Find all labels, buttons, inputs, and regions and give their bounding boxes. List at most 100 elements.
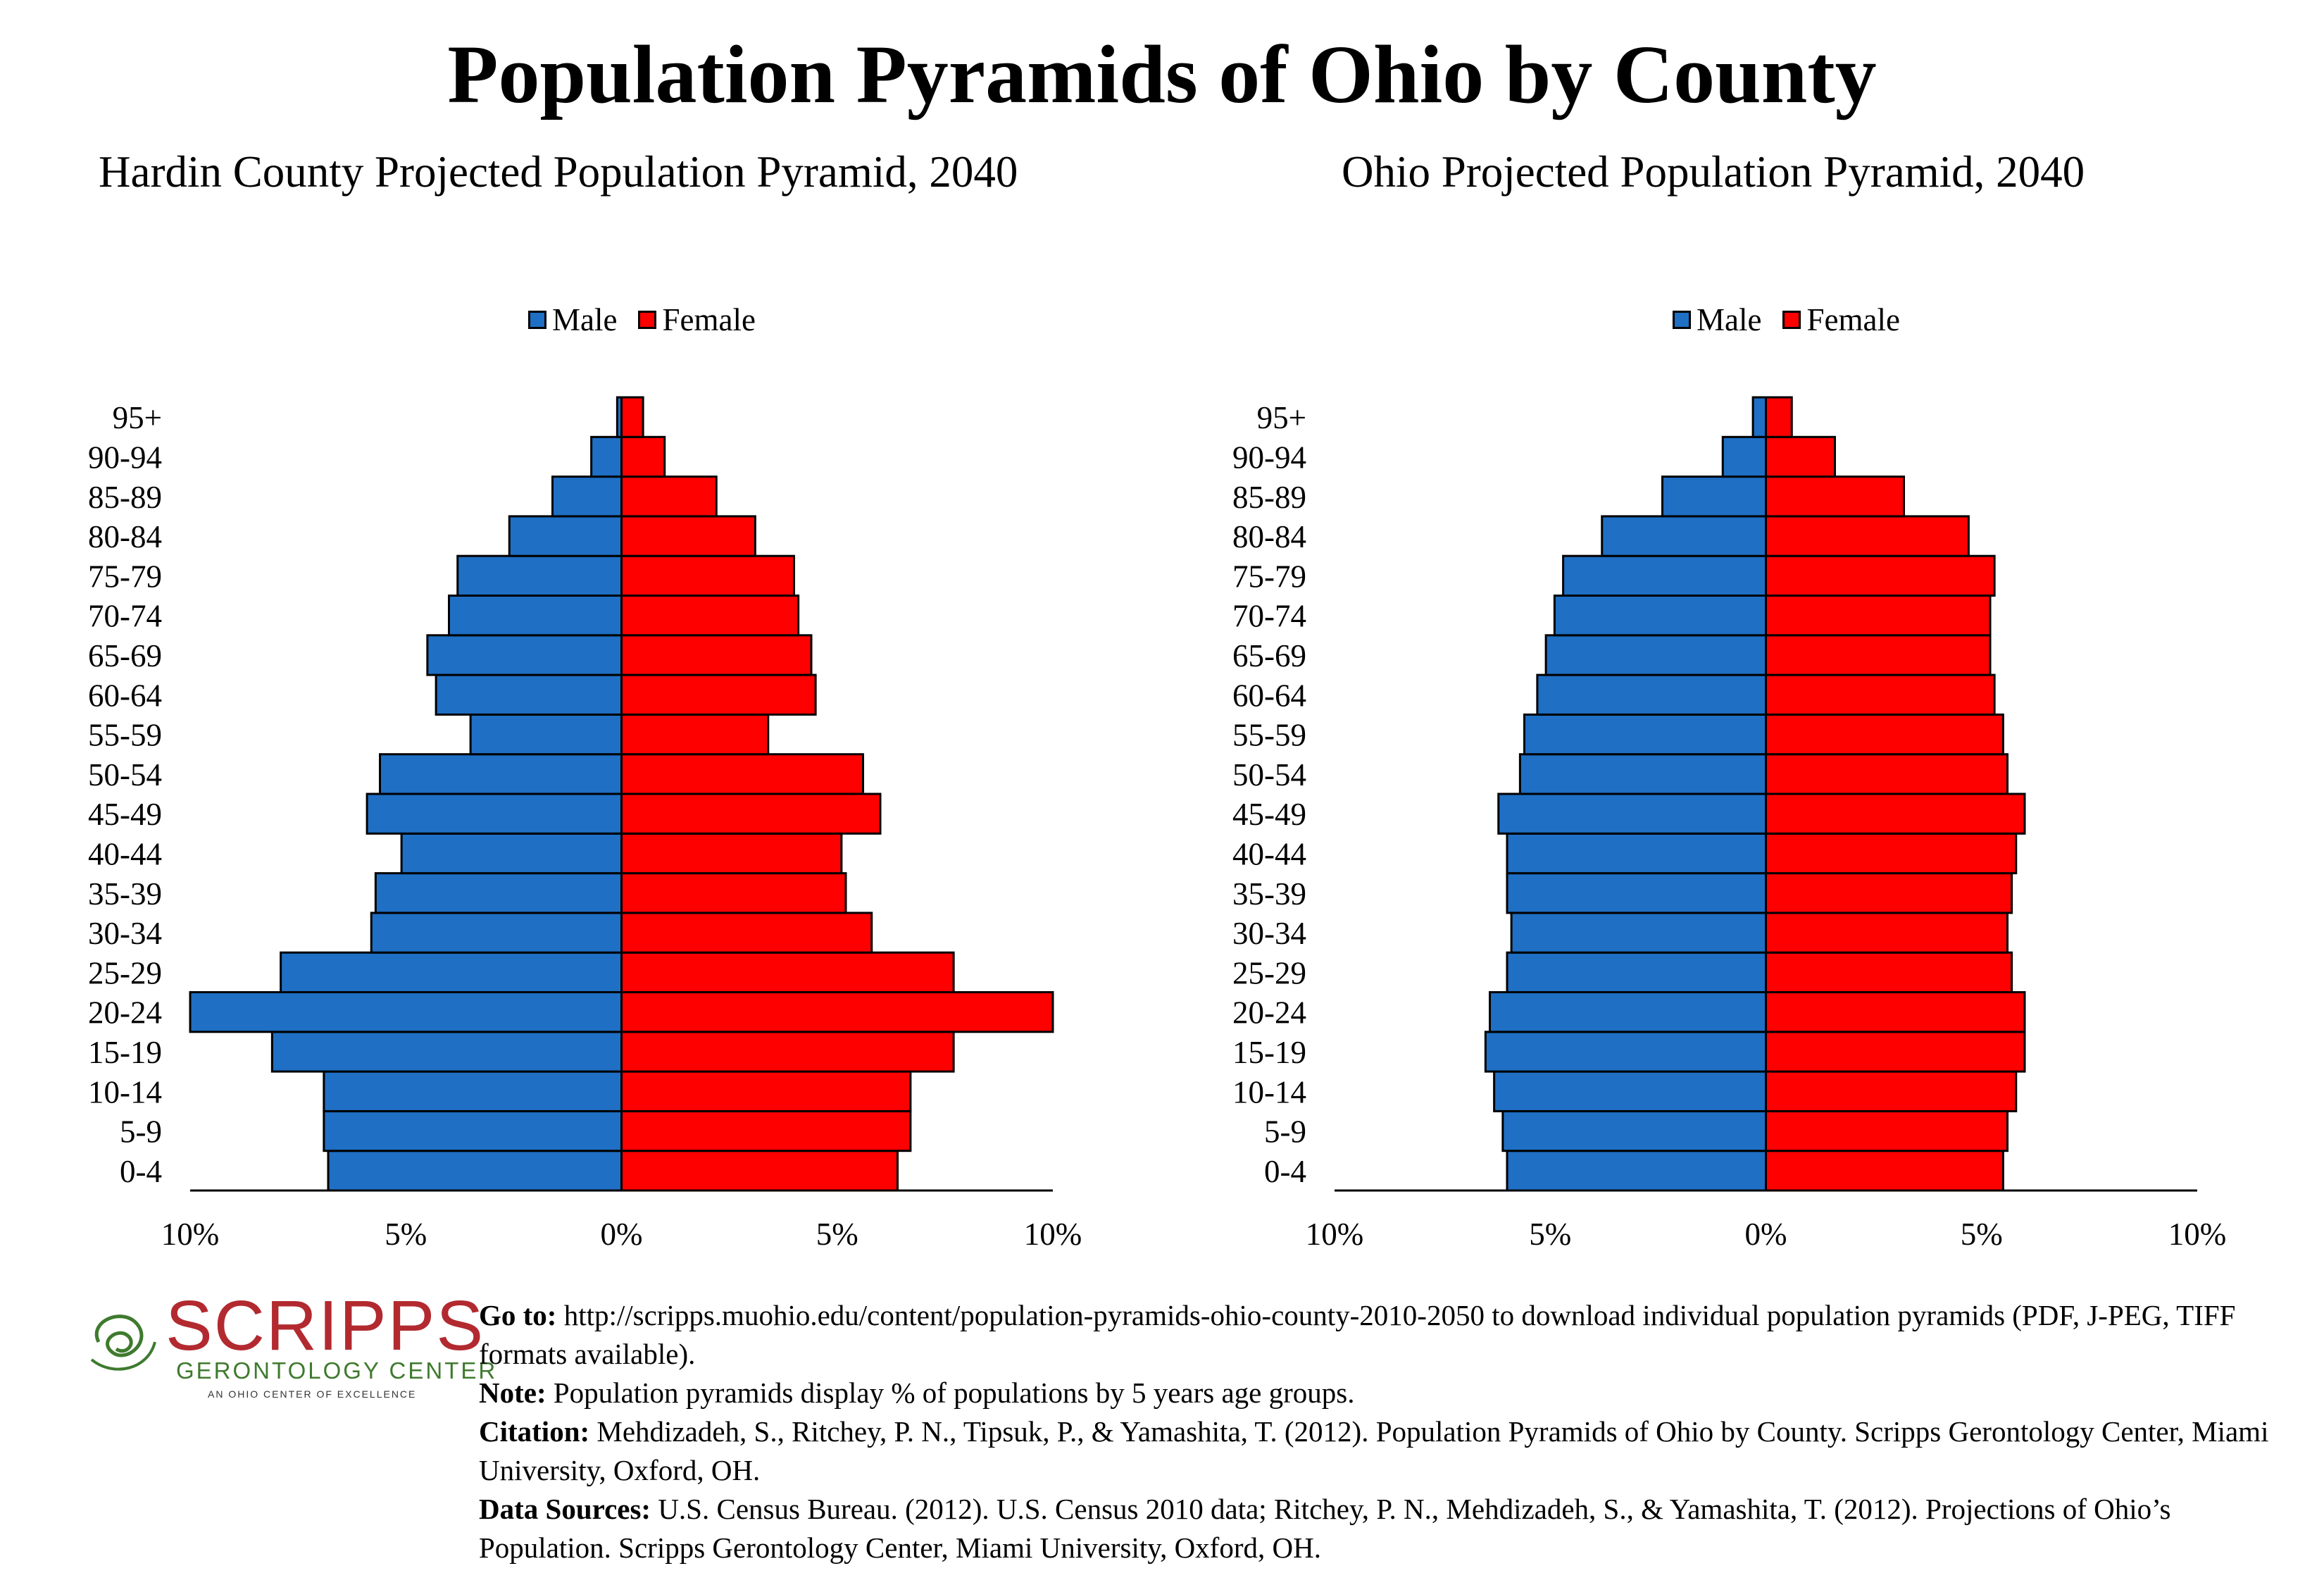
bar-female-45-49 [620, 792, 882, 835]
legend-label-female: Female [662, 302, 756, 337]
age-label: 85-89 [1232, 480, 1306, 515]
bar-female-0-4 [620, 1150, 899, 1192]
age-label: 80-84 [88, 519, 162, 554]
bar-male-0-4 [327, 1150, 623, 1192]
bar-female-30-34 [620, 912, 873, 954]
bar-female-55-59 [1765, 713, 2004, 756]
note-citation: Citation: Mehdizadeh, S., Ritchey, P. N.… [479, 1412, 2303, 1490]
bar-female-20-24 [620, 991, 1054, 1033]
note-sources: Data Sources: U.S. Census Bureau. (2012)… [479, 1490, 2303, 1567]
bar-male-5-9 [323, 1110, 623, 1152]
bar-female-70-74 [620, 595, 800, 637]
bar-male-50-54 [379, 753, 623, 795]
bar-male-60-64 [435, 673, 623, 716]
note-goto-label: Go to: [479, 1299, 557, 1331]
age-label: 60-64 [1232, 678, 1306, 713]
bar-male-60-64 [1536, 673, 1767, 716]
bar-female-10-14 [1765, 1070, 2018, 1112]
bar-female-50-54 [620, 753, 864, 795]
bar-male-45-49 [366, 792, 623, 835]
age-label: 90-94 [1232, 440, 1306, 475]
bar-female-20-24 [1765, 991, 2026, 1033]
bar-female-10-14 [620, 1070, 912, 1112]
age-label: 45-49 [1232, 797, 1306, 832]
age-label: 70-74 [1232, 599, 1306, 634]
age-label: 10-14 [1232, 1074, 1306, 1110]
ohio-pyramid-chart: 0-4 5-9 10-14 15-19 20-24 25-29 30-34 35-39 40-4… [1232, 396, 2226, 1252]
note-main: Note: Population pyramids display % of p… [479, 1374, 2303, 1412]
legend-hardin: Male Female [528, 302, 777, 338]
bar-female-40-44 [620, 832, 843, 875]
bar-male-50-54 [1518, 753, 1767, 795]
bar-male-45-49 [1497, 792, 1767, 835]
bar-male-70-74 [448, 595, 623, 637]
age-label: 95+ [113, 400, 162, 435]
age-label: 45-49 [88, 797, 162, 832]
bar-female-50-54 [1765, 753, 2008, 795]
age-label: 10-14 [88, 1074, 162, 1110]
bar-female-75-79 [620, 554, 795, 597]
chart-title-ohio: Ohio Projected Population Pyramid, 2040 [1342, 147, 2085, 197]
x-tick-label: 5% [1529, 1217, 1571, 1252]
hardin-pyramid-chart: 0-4 5-9 10-14 15-19 20-24 25-29 30-34 35-39 40-4… [88, 396, 1082, 1252]
bar-female-85-89 [620, 476, 718, 518]
age-label: 15-19 [1232, 1035, 1306, 1070]
bar-female-15-19 [620, 1031, 955, 1073]
footer-notes: Go to: http://scripps.muohio.edu/content… [479, 1296, 2303, 1567]
age-label: 95+ [1257, 400, 1306, 435]
age-label: 40-44 [88, 836, 162, 871]
age-label: 65-69 [88, 638, 162, 673]
bar-male-15-19 [270, 1031, 623, 1073]
age-label: 50-54 [1232, 757, 1306, 792]
note-goto: Go to: http://scripps.muohio.edu/content… [479, 1296, 2303, 1374]
age-label: 60-64 [88, 678, 162, 713]
bar-male-30-34 [370, 912, 623, 954]
bar-male-20-24 [189, 991, 623, 1033]
age-label: 15-19 [88, 1035, 162, 1070]
citation-text: Mehdizadeh, S., Ritchey, P. N., Tipsuk, … [479, 1415, 2269, 1486]
x-tick-label: 5% [816, 1217, 858, 1252]
x-tick-label: 10% [1306, 1217, 1364, 1252]
bar-male-90-94 [590, 435, 623, 478]
bar-female-5-9 [620, 1110, 912, 1152]
bar-male-80-84 [1601, 515, 1767, 557]
age-label: 35-39 [88, 876, 162, 912]
age-label: 35-39 [1232, 876, 1306, 912]
bar-male-40-44 [1506, 832, 1767, 875]
bar-male-35-39 [1506, 872, 1767, 914]
bar-male-15-19 [1484, 1031, 1767, 1073]
age-label: 55-59 [1232, 718, 1306, 753]
citation-label: Citation: [479, 1415, 590, 1448]
bar-male-35-39 [374, 872, 623, 914]
bar-female-90-94 [1765, 435, 1836, 478]
legend-label-female: Female [1806, 302, 1900, 337]
age-label: 85-89 [88, 480, 162, 515]
bar-male-55-59 [469, 713, 623, 756]
age-label: 0-4 [1264, 1154, 1306, 1189]
bar-female-5-9 [1765, 1110, 2008, 1152]
bar-male-25-29 [280, 951, 623, 994]
x-tick-label: 5% [385, 1217, 427, 1252]
legend-swatch-male [528, 311, 546, 329]
bar-female-65-69 [620, 634, 813, 676]
bar-female-30-34 [1765, 912, 2008, 954]
age-label: 0-4 [120, 1154, 162, 1189]
bar-female-45-49 [1765, 792, 2026, 835]
age-label: 25-29 [88, 955, 162, 990]
age-label: 20-24 [1232, 995, 1306, 1031]
bar-male-70-74 [1553, 595, 1767, 637]
bar-male-75-79 [1562, 554, 1767, 597]
age-label: 55-59 [88, 718, 162, 753]
logo-subtitle: GERONTOLOGY CENTER [176, 1357, 498, 1384]
bar-female-75-79 [1765, 554, 1996, 597]
bar-female-70-74 [1765, 595, 1992, 637]
age-label: 50-54 [88, 757, 162, 792]
age-label: 70-74 [88, 599, 162, 634]
sources-text: U.S. Census Bureau. (2012). U.S. Census … [479, 1493, 2171, 1564]
bar-female-85-89 [1765, 476, 1905, 518]
bar-female-95+ [1765, 396, 1793, 438]
sources-label: Data Sources: [479, 1493, 651, 1525]
legend-label-male: Male [552, 302, 618, 337]
bar-male-25-29 [1506, 951, 1767, 994]
bar-male-95+ [1751, 396, 1767, 438]
